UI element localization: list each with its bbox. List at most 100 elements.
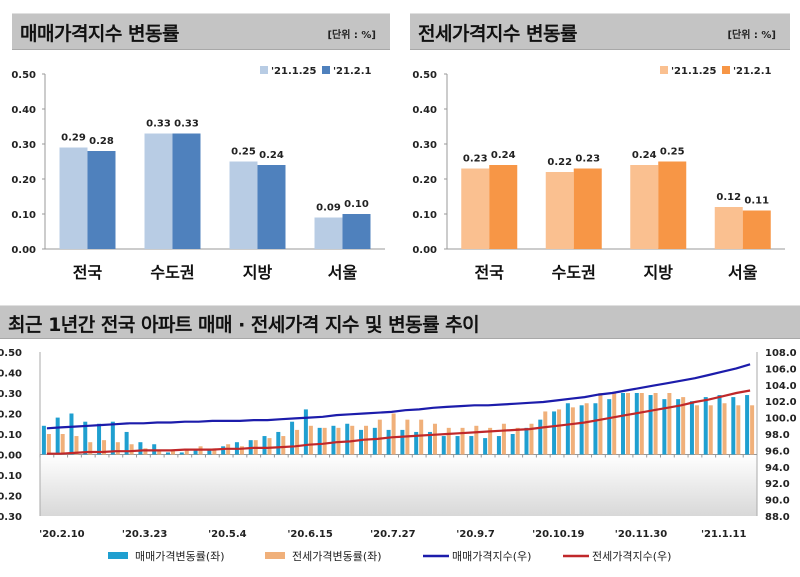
legend-label: 전세가격지수(우) — [592, 550, 671, 563]
sales-chart-title: 매매가격지수 변동률 — [20, 23, 179, 45]
sales-change-bar — [455, 436, 460, 455]
sales-change-bar — [386, 429, 391, 455]
right-tick-label: 88.0 — [765, 512, 790, 523]
trend-chart-title: 최근 1년간 전국 아파트 매매 · 전세가격 지수 및 변동률 추이 — [8, 314, 480, 336]
jeonse-change-bar — [543, 411, 548, 455]
sales-change-bar — [138, 442, 143, 455]
jeonse-change-bar — [722, 403, 727, 455]
trend-title-bar: 최근 1년간 전국 아파트 매매 · 전세가격 지수 및 변동률 추이 — [0, 305, 800, 339]
sales-change-bar — [193, 450, 198, 455]
jeonse-change-bar — [446, 427, 451, 455]
left-tick-label: 0.10 — [0, 430, 22, 441]
sales-change-bar — [648, 395, 653, 455]
x-tick-label: '20.3.23 — [122, 529, 167, 540]
bar-prev — [545, 172, 574, 249]
jeonse-change-bar — [584, 403, 589, 455]
jeonse-change-bar — [184, 450, 189, 455]
legend-swatch — [265, 552, 285, 559]
y-tick-label: 0.40 — [11, 105, 36, 116]
right-tick-label: 98.0 — [765, 430, 790, 441]
left-tick-label: 0.20 — [0, 410, 22, 421]
jeonse-change-bar — [377, 419, 382, 455]
jeonse-change-bar — [501, 423, 506, 455]
jeonse-change-bar — [157, 450, 162, 455]
y-tick-label: 0.00 — [412, 245, 437, 256]
sales-change-bar — [745, 395, 750, 455]
sales-change-bar — [538, 419, 543, 455]
legend-swatch — [660, 66, 668, 74]
category-label: 지방 — [243, 263, 273, 282]
y-tick-label: 0.00 — [11, 245, 36, 256]
category-label: 지방 — [644, 263, 674, 282]
jeonse-change-bar — [570, 407, 575, 455]
sales-change-bar — [634, 393, 639, 455]
left-tick-label: -0.10 — [0, 471, 22, 482]
sales-change-bar — [331, 425, 336, 455]
y-tick-label: 0.50 — [412, 70, 437, 81]
jeonse-change-bar — [626, 393, 631, 455]
sales-change-bar — [414, 431, 419, 455]
legend-label: 전세가격변동률(좌) — [292, 550, 382, 563]
jeonse-change-bar — [308, 425, 313, 455]
sales-change-bar — [676, 399, 681, 455]
bar-prev — [630, 165, 659, 249]
jeonse-change-bar — [736, 405, 741, 455]
jeonse-change-bar — [653, 393, 658, 455]
sales-change-bar — [207, 450, 212, 455]
left-tick-label: 0.30 — [0, 389, 22, 400]
legend-label: 매매가격지수(우) — [452, 550, 531, 563]
legend-swatch — [260, 66, 268, 74]
data-label: 0.10 — [344, 199, 369, 210]
jeonse-change-bar — [322, 427, 327, 455]
y-tick-label: 0.10 — [11, 210, 36, 221]
sales-change-bar — [441, 436, 446, 455]
data-label: 0.28 — [89, 136, 114, 147]
data-label: 0.24 — [632, 150, 657, 161]
category-label: 전국 — [475, 263, 505, 282]
bar-current — [573, 168, 602, 249]
data-label: 0.29 — [61, 133, 86, 144]
plot-lower-background — [40, 454, 757, 516]
sales-change-bar — [97, 423, 102, 455]
x-tick-label: '20.2.10 — [39, 529, 84, 540]
jeonse-change-bar — [681, 397, 686, 455]
jeonse-change-bar — [419, 419, 424, 455]
legend-label: '21.2.1 — [733, 66, 772, 77]
jeonse-change-bar — [267, 438, 272, 455]
legend-swatch — [722, 66, 730, 74]
sales-change-bar — [662, 399, 667, 455]
sales-change-bar — [731, 397, 736, 455]
left-tick-label: -0.30 — [0, 512, 22, 523]
x-tick-label: '20.7.27 — [370, 529, 415, 540]
category-label: 수도권 — [552, 263, 596, 282]
jeonse-change-bar — [460, 427, 465, 455]
jeonse-change-bar — [46, 434, 51, 455]
sales-change-bar — [524, 427, 529, 455]
jeonse-chart-title: 전세가격지수 변동률 — [418, 23, 577, 45]
bar-prev — [461, 168, 490, 249]
sales-change-bar — [83, 421, 88, 455]
x-tick-label: '20.9.7 — [456, 529, 495, 540]
bar-current — [658, 161, 687, 249]
data-label: 0.23 — [575, 154, 600, 165]
right-tick-label: 94.0 — [765, 463, 790, 474]
sales-change-bar — [427, 431, 432, 455]
jeonse-change-bar — [488, 427, 493, 455]
data-label: 0.12 — [716, 192, 741, 203]
jeonse-change-bar — [667, 393, 672, 455]
data-label: 0.11 — [744, 196, 769, 207]
sales-change-bar — [69, 413, 74, 455]
right-tick-label: 108.0 — [765, 348, 797, 359]
y-tick-label: 0.30 — [412, 140, 437, 151]
sales-change-bar — [689, 401, 694, 455]
bar-current — [342, 214, 371, 249]
sales-change-bar — [345, 423, 350, 455]
legend-label: '21.1.25 — [271, 66, 316, 77]
jeonse-change-bar — [515, 427, 520, 455]
y-tick-label: 0.20 — [412, 175, 437, 186]
right-tick-label: 102.0 — [765, 397, 797, 408]
right-tick-label: 90.0 — [765, 496, 790, 507]
sales-change-bar — [55, 417, 60, 455]
jeonse-change-bar — [694, 405, 699, 455]
x-tick-label: '20.5.4 — [208, 529, 247, 540]
